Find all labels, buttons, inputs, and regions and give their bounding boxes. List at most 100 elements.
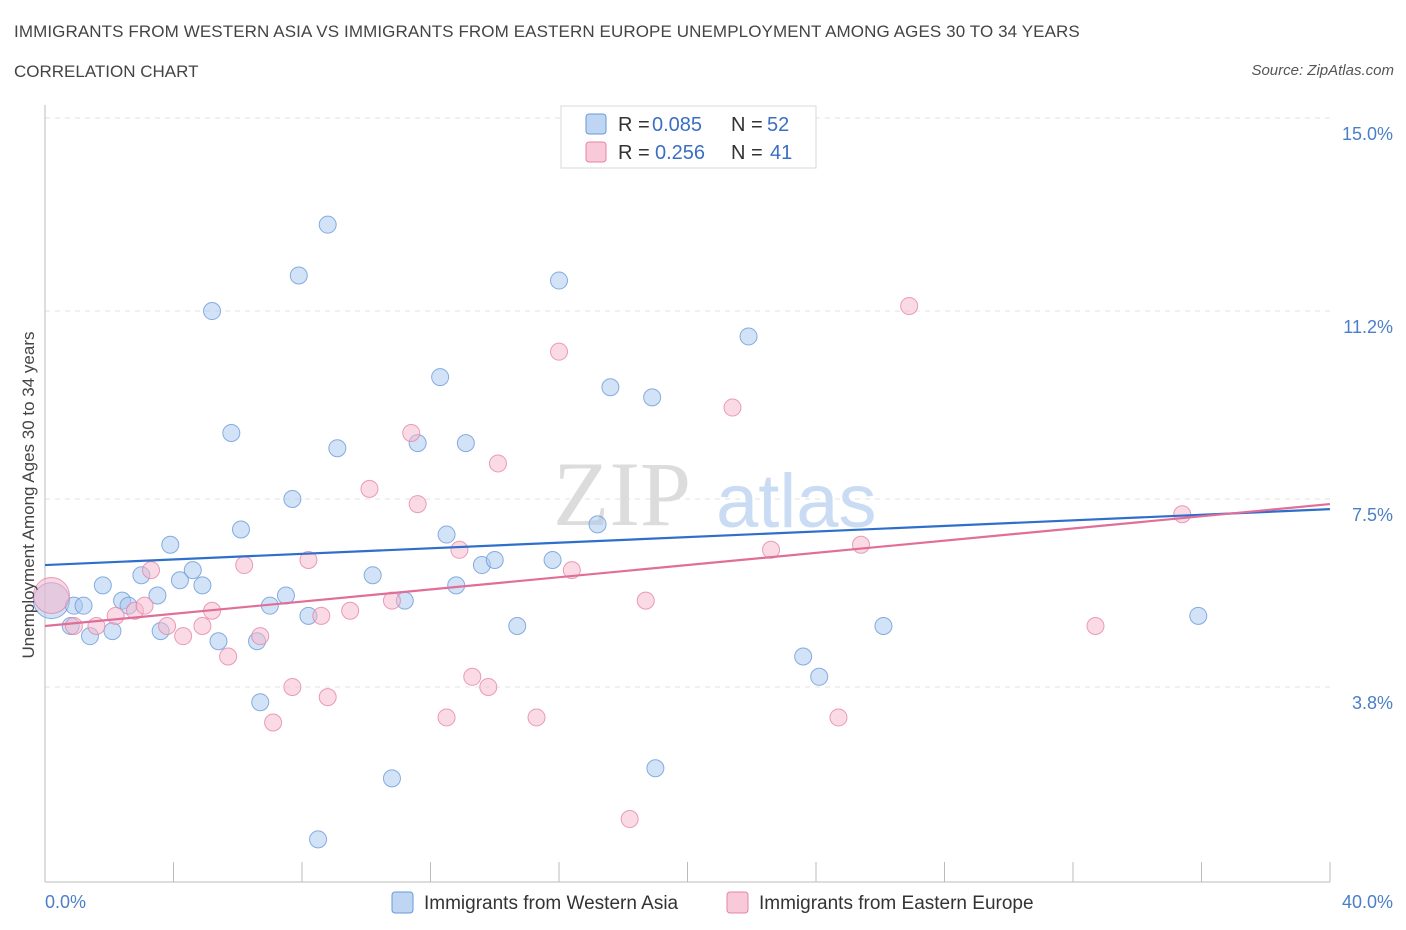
point-eastern-europe bbox=[106, 606, 125, 625]
trend-line-eastern-europe bbox=[44, 502, 1331, 628]
point-western-asia bbox=[508, 617, 527, 635]
point-eastern-europe bbox=[360, 479, 379, 498]
point-western-asia bbox=[318, 215, 337, 234]
point-western-asia bbox=[148, 586, 167, 605]
point-eastern-europe bbox=[64, 617, 83, 635]
y-tick-label: 15.0% bbox=[1342, 124, 1393, 144]
point-eastern-europe bbox=[312, 606, 331, 625]
legend-r-value-1: 0.085 bbox=[652, 114, 702, 136]
point-eastern-europe bbox=[264, 713, 283, 732]
source-label: Source: ZipAtlas.com bbox=[1251, 62, 1394, 79]
point-eastern-europe bbox=[550, 342, 568, 361]
axes bbox=[44, 105, 1331, 883]
point-eastern-europe bbox=[527, 708, 546, 727]
y-tick-labels: 3.8% 7.5% 11.2% 15.0% bbox=[1342, 124, 1393, 713]
point-eastern-europe bbox=[174, 627, 193, 646]
point-western-asia bbox=[289, 266, 308, 285]
point-western-asia bbox=[328, 439, 347, 458]
point-eastern-europe bbox=[1086, 617, 1105, 635]
point-eastern-europe bbox=[235, 556, 254, 575]
point-western-asia bbox=[810, 667, 829, 686]
point-eastern-europe bbox=[636, 591, 655, 610]
point-western-asia bbox=[588, 515, 607, 534]
point-eastern-europe bbox=[142, 561, 161, 580]
x-tick-labels: 0.0% 40.0% bbox=[45, 892, 1393, 912]
trend-line-western-asia bbox=[44, 508, 1331, 567]
point-western-asia bbox=[231, 520, 250, 539]
point-eastern-europe bbox=[488, 454, 507, 473]
point-western-asia bbox=[203, 302, 222, 321]
point-eastern-europe bbox=[620, 810, 639, 829]
bottom-legend-swatch-eastern-europe bbox=[726, 891, 749, 914]
watermark-zip: ZIP bbox=[553, 443, 691, 545]
point-western-asia bbox=[161, 535, 180, 554]
point-western-asia bbox=[209, 632, 228, 651]
point-western-asia bbox=[183, 561, 202, 580]
legend-n-label-1: N = bbox=[731, 114, 763, 136]
watermark: ZIP atlas bbox=[553, 443, 877, 545]
point-eastern-europe bbox=[408, 495, 427, 514]
point-eastern-europe bbox=[900, 296, 919, 315]
bottom-legend-swatch-western-asia bbox=[391, 891, 414, 914]
legend-n-value-1: 52 bbox=[767, 114, 789, 136]
point-western-asia bbox=[543, 550, 562, 569]
data-points bbox=[32, 215, 1208, 849]
point-eastern-europe bbox=[851, 535, 870, 554]
legend-r-value-2: 0.256 bbox=[655, 142, 705, 164]
point-eastern-europe bbox=[158, 617, 177, 635]
bottom-legend-label-eastern-europe: Immigrants from Eastern Europe bbox=[759, 893, 1034, 914]
point-western-asia bbox=[222, 423, 241, 442]
point-eastern-europe bbox=[450, 540, 469, 559]
trend-lines bbox=[44, 502, 1331, 628]
point-western-asia bbox=[456, 434, 475, 453]
legend-r-label-1: R = bbox=[618, 114, 650, 136]
point-eastern-europe bbox=[762, 540, 781, 559]
point-western-asia bbox=[276, 586, 295, 605]
point-western-asia bbox=[794, 647, 813, 666]
point-eastern-europe bbox=[437, 708, 456, 727]
point-western-asia bbox=[363, 566, 382, 585]
point-western-asia bbox=[1189, 606, 1208, 625]
point-western-asia bbox=[382, 769, 401, 788]
point-western-asia bbox=[739, 327, 758, 346]
point-western-asia bbox=[874, 617, 893, 635]
point-eastern-europe bbox=[562, 561, 581, 580]
point-eastern-europe bbox=[479, 677, 498, 696]
point-eastern-europe bbox=[32, 577, 70, 615]
point-eastern-europe bbox=[723, 398, 742, 417]
point-eastern-europe bbox=[219, 647, 238, 666]
series-legend: Immigrants from Western Asia Immigrants … bbox=[391, 891, 1034, 914]
point-western-asia bbox=[193, 576, 212, 595]
point-eastern-europe bbox=[193, 617, 212, 635]
chart-title: IMMIGRANTS FROM WESTERN ASIA VS IMMIGRAN… bbox=[14, 22, 1080, 41]
bottom-legend-label-western-asia: Immigrants from Western Asia bbox=[424, 893, 679, 914]
point-eastern-europe bbox=[341, 601, 360, 620]
point-eastern-europe bbox=[135, 596, 154, 615]
point-eastern-europe bbox=[299, 550, 318, 569]
watermark-atlas: atlas bbox=[716, 459, 877, 544]
chart-subtitle: CORRELATION CHART bbox=[14, 62, 199, 81]
point-western-asia bbox=[103, 622, 122, 641]
point-eastern-europe bbox=[829, 708, 848, 727]
legend-r-label-2: R = bbox=[618, 142, 650, 164]
x-tick-label-max: 40.0% bbox=[1342, 892, 1393, 912]
point-western-asia bbox=[601, 378, 620, 397]
x-tick-label-min: 0.0% bbox=[45, 892, 86, 912]
legend-n-value-2: 41 bbox=[770, 142, 792, 164]
y-tick-label: 7.5% bbox=[1352, 505, 1393, 525]
grid-lines bbox=[45, 117, 1330, 688]
point-western-asia bbox=[283, 490, 302, 508]
correlation-legend: R = 0.085 N = 52 R = 0.256 N = 41 bbox=[560, 105, 817, 169]
point-eastern-europe bbox=[402, 423, 421, 442]
point-eastern-europe bbox=[251, 627, 270, 646]
point-western-asia bbox=[309, 830, 328, 849]
legend-swatch-western-asia bbox=[585, 113, 607, 135]
point-eastern-europe bbox=[283, 677, 302, 696]
y-tick-label: 11.2% bbox=[1343, 317, 1393, 337]
point-western-asia bbox=[74, 596, 93, 615]
point-western-asia bbox=[485, 550, 504, 569]
point-western-asia bbox=[437, 525, 456, 544]
point-western-asia bbox=[643, 388, 662, 407]
point-western-asia bbox=[170, 571, 189, 590]
